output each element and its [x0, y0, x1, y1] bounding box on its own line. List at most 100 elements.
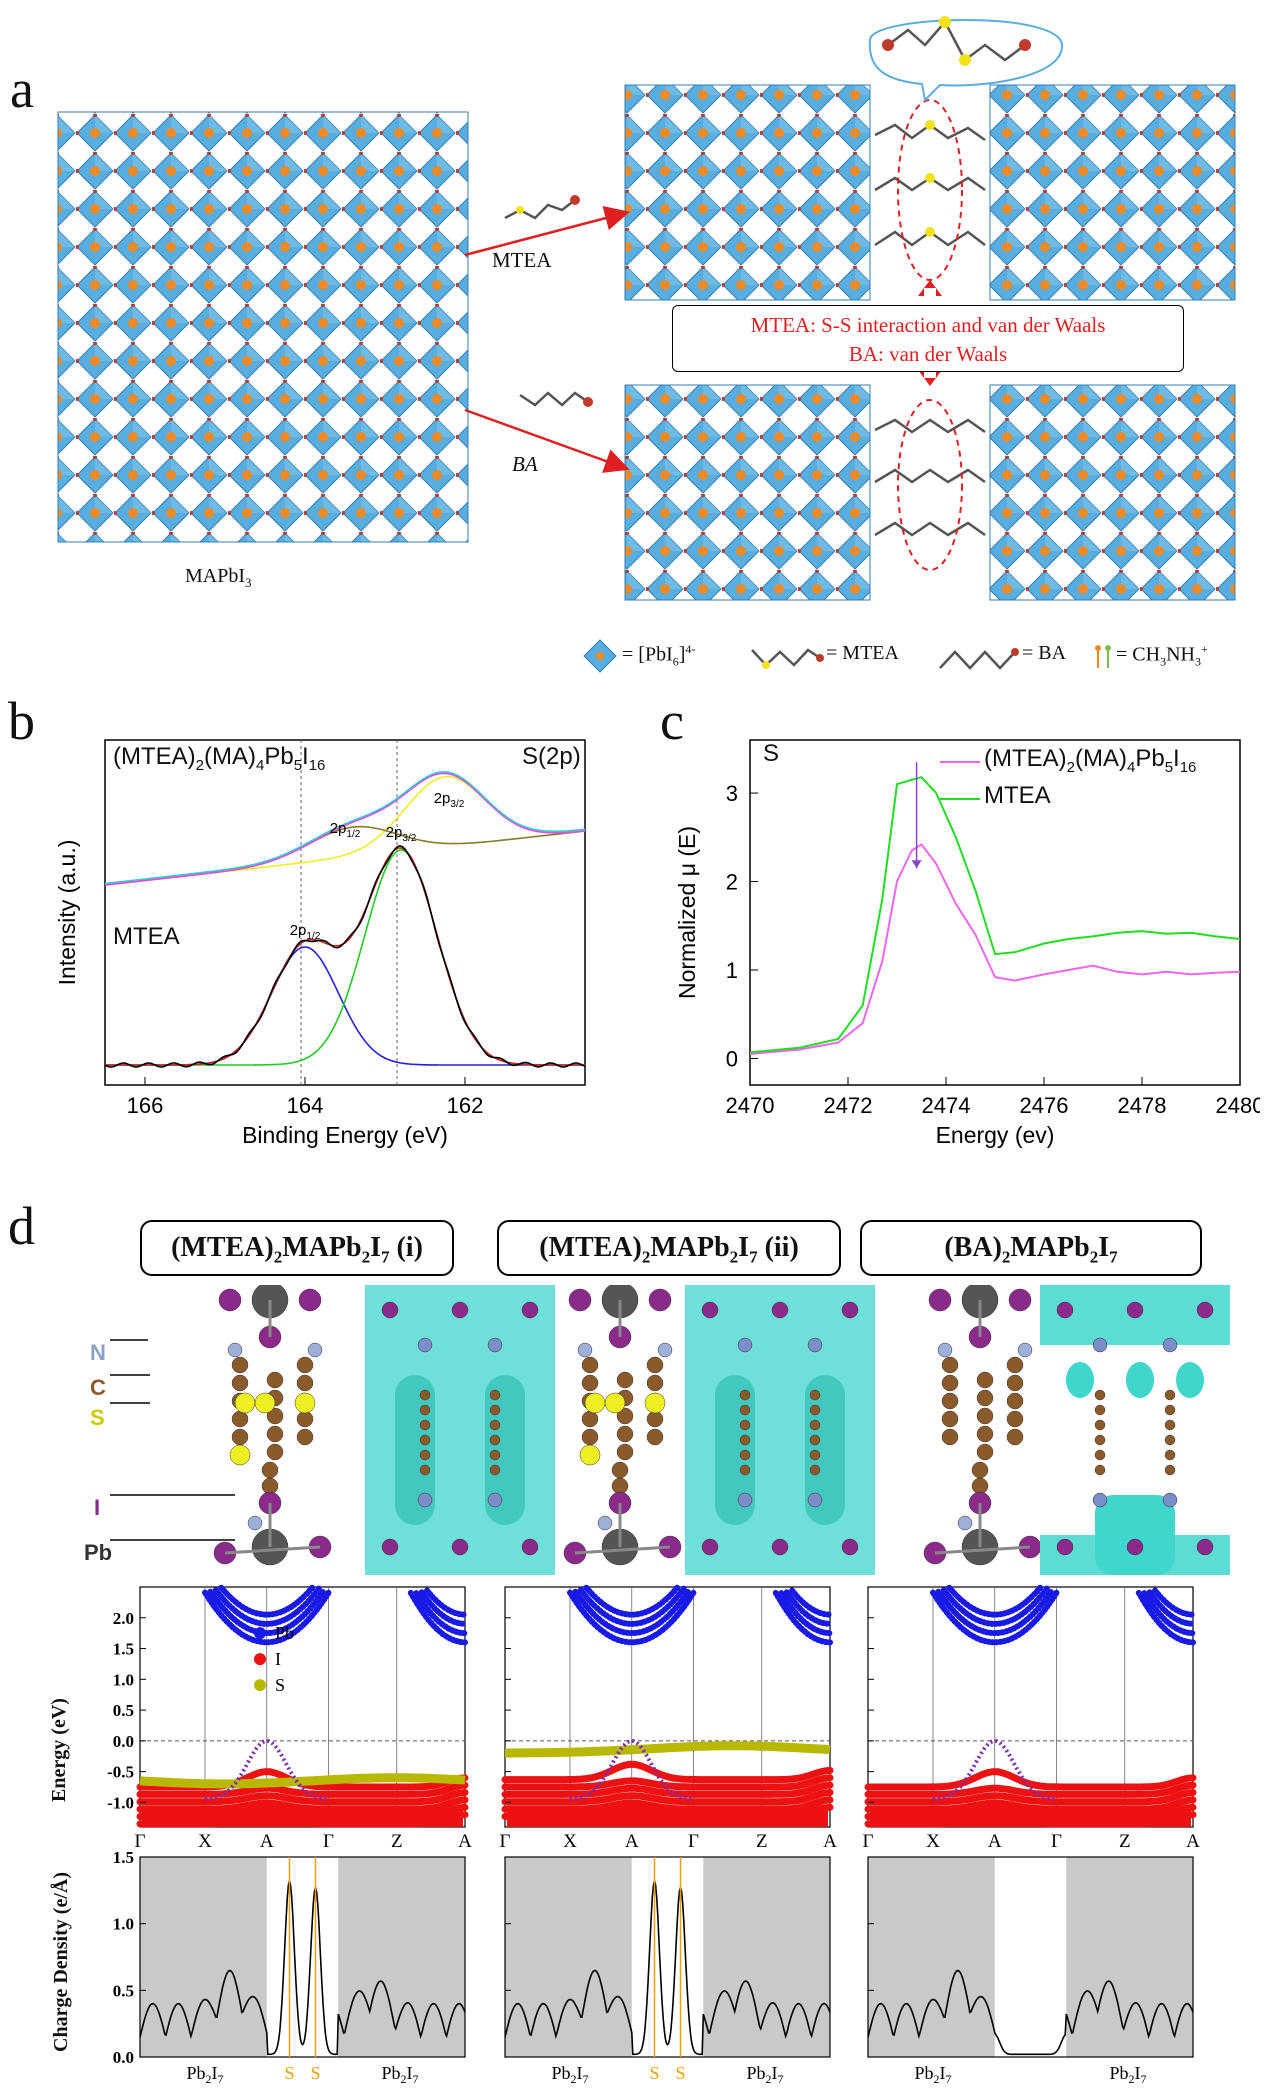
band-pb-line: [413, 1590, 468, 1637]
band-pb-line: [424, 1587, 468, 1618]
c-atom: [809, 1434, 821, 1446]
band-pb-line: [789, 1587, 833, 1618]
band-i-fill: [870, 1805, 1191, 1827]
i-atom: [928, 1288, 952, 1312]
charge-ytick-label: 1.0: [113, 1915, 134, 1934]
c-atom: [739, 1389, 751, 1401]
c-atom: [581, 1374, 599, 1392]
c-atom: [489, 1449, 501, 1461]
c-atom: [739, 1464, 751, 1476]
band-legend-label: I: [275, 1649, 281, 1669]
charge-ytick-label: 0.0: [113, 2048, 134, 2067]
c-atom: [1164, 1389, 1176, 1401]
isosurface-blob: [1066, 1362, 1094, 1398]
xanes-xlabel: Energy (ev): [936, 1122, 1055, 1148]
s-atom: [604, 1392, 626, 1414]
isosurface-blob: [1176, 1362, 1204, 1398]
charge-curve: [139, 1877, 466, 2056]
band-legend-label: S: [275, 1675, 285, 1695]
legend-ba: = BA: [1022, 642, 1067, 664]
band-pb-line: [212, 1585, 322, 1627]
i-atom: [521, 1301, 539, 1319]
c-atom: [489, 1419, 501, 1431]
c-atom: [1164, 1404, 1176, 1416]
charge-region-label: Pb2I7: [381, 2063, 418, 2086]
legend-mtea: = MTEA: [826, 642, 899, 664]
i-atom: [451, 1538, 469, 1556]
band-pb-line: [577, 1585, 687, 1627]
panel-a-label: a: [10, 59, 34, 119]
pb-atom: [737, 1492, 753, 1508]
charge-region-label: Pb2I7: [551, 2063, 588, 2086]
c-atom: [296, 1374, 314, 1392]
structure-title-3: (BA)2MAPb2I7: [860, 1220, 1202, 1276]
c-atom: [739, 1449, 751, 1461]
band-pb-line: [583, 1583, 682, 1618]
xps-xlabel: Binding Energy (eV): [242, 1122, 448, 1148]
pb-atom: [1092, 1492, 1108, 1508]
band-legend-dot: [254, 1679, 266, 1692]
band-pb-line: [778, 1590, 833, 1637]
c-atom: [976, 1389, 994, 1407]
xanes-arrow-head: [911, 860, 922, 869]
c-atom: [809, 1389, 821, 1401]
band-ytick-label: 1.0: [113, 1670, 134, 1689]
c-atom: [611, 1477, 629, 1495]
c-atom: [231, 1410, 249, 1428]
charge-region-label: Pb2I7: [914, 2063, 951, 2086]
c-atom: [976, 1407, 994, 1425]
band-vbm: [569, 1738, 694, 1801]
i-atom: [521, 1538, 539, 1556]
xps-corner-label: S(2p): [522, 743, 581, 770]
c-atom: [419, 1404, 431, 1416]
band-vbm: [932, 1738, 1057, 1801]
charge-ylabel: Charge Density (e/Å): [50, 1872, 72, 2052]
charge-s-label: S: [649, 2063, 659, 2083]
band-pb-line: [207, 1587, 328, 1637]
xanes-ytick-label: 3: [726, 781, 738, 806]
c-atom: [1006, 1410, 1024, 1428]
i-atom: [1196, 1301, 1214, 1319]
ba-arrow: [464, 408, 630, 473]
n-atom: [597, 1515, 613, 1531]
band-kpoint-label: A: [823, 1831, 837, 1852]
structure-title-1: (MTEA)2MAPb2I7 (i): [140, 1220, 454, 1276]
ba-dashed-ellipse: [897, 399, 963, 571]
band-pb-line: [935, 1587, 1056, 1637]
mtea-lattice-left: [624, 84, 871, 301]
band-pb-line: [1135, 1589, 1196, 1646]
ba-legend-icon: [939, 650, 1016, 670]
i-atom: [648, 1288, 672, 1312]
pb-atom: [1162, 1492, 1178, 1508]
band-pb-line: [202, 1587, 333, 1646]
i-atom: [1196, 1538, 1214, 1556]
pb-atom: [417, 1337, 433, 1353]
c-atom: [809, 1449, 821, 1461]
c-atom: [266, 1425, 284, 1443]
i-atom: [1056, 1301, 1074, 1319]
band-kpoint-label: Z: [756, 1831, 768, 1852]
band-i-line: [136, 1781, 469, 1798]
n-atom: [247, 1515, 263, 1531]
c-atom: [266, 1443, 284, 1461]
c-atom: [261, 1477, 279, 1495]
xanes-ytick-label: 1: [726, 958, 738, 983]
xanes-xtick-label: 2480: [1216, 1093, 1260, 1118]
charge-gap: [631, 1857, 704, 2057]
ba-molecule-icon: [519, 391, 589, 407]
charge-curve: [504, 1877, 831, 2056]
charge-region-label: Pb2I7: [186, 2063, 223, 2086]
band-s-line: [139, 1773, 466, 1789]
band-kpoint-label: X: [563, 1831, 577, 1852]
band-legend-label: Pb: [275, 1623, 294, 1643]
c-atom: [1164, 1449, 1176, 1461]
c-atom: [261, 1461, 279, 1479]
xanes-frame: [749, 739, 1241, 1086]
xps-peak-label: 2p3/2: [434, 790, 465, 810]
c-atom: [266, 1371, 284, 1389]
band-ytick-label: -0.5: [107, 1763, 134, 1782]
s-atom: [229, 1444, 251, 1466]
c-atom: [941, 1392, 959, 1410]
c-atom: [616, 1407, 634, 1425]
c-atom: [1094, 1464, 1106, 1476]
